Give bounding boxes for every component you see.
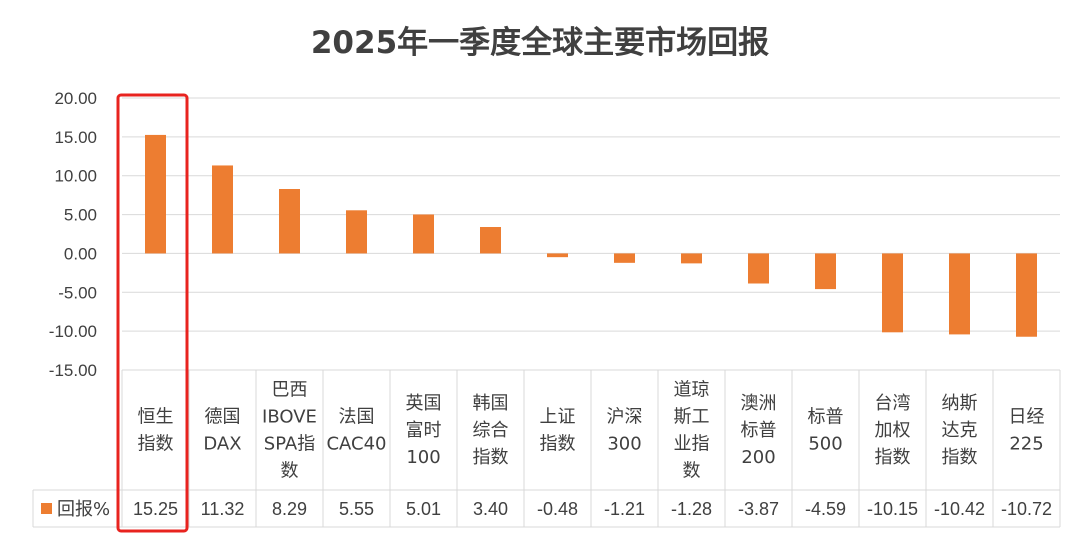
category-label: 标普 — [741, 420, 777, 441]
category-label: 澳洲 — [741, 393, 777, 414]
y-axis-ticks: 20.00 15.00 10.00 5.00 0.00 -5.00 -10.00 -15.00 — [49, 89, 97, 380]
category-label: 数 — [281, 461, 299, 482]
category-label: 300 — [607, 434, 641, 455]
bar — [614, 253, 635, 263]
y-tick-label: -10.00 — [49, 322, 97, 341]
category-label: DAX — [203, 434, 241, 455]
y-tick-label: 20.00 — [54, 89, 97, 108]
bar — [480, 227, 501, 254]
y-tick-label: -15.00 — [49, 361, 97, 380]
category-label: 500 — [808, 434, 842, 455]
bar — [815, 253, 836, 290]
grid-layer — [122, 97, 1060, 371]
category-label: CAC40 — [326, 434, 386, 455]
category-label: 恒生 — [138, 407, 174, 428]
value-label: -4.59 — [805, 499, 846, 519]
y-tick-label: 10.00 — [54, 167, 97, 186]
category-label: 加权 — [875, 420, 911, 441]
bar — [145, 134, 166, 254]
value-label: 5.55 — [339, 499, 374, 519]
y-tick-label: 0.00 — [64, 244, 97, 263]
category-label: 225 — [1009, 434, 1043, 455]
value-label: -3.87 — [738, 499, 779, 519]
category-label: 韩国 — [473, 393, 509, 414]
category-label: 指数 — [540, 434, 576, 455]
bar — [547, 253, 568, 258]
category-label: 达克 — [942, 420, 978, 441]
value-label: 3.40 — [473, 499, 508, 519]
category-label: 富时 — [406, 420, 442, 441]
category-label: 100 — [406, 447, 440, 468]
category-label: 业指 — [674, 434, 710, 455]
bar — [748, 253, 769, 284]
value-label: -0.48 — [537, 499, 578, 519]
value-label: -1.28 — [671, 499, 712, 519]
category-label: 数 — [683, 461, 701, 482]
chart-title: 2025年一季度全球主要市场回报 — [311, 25, 769, 61]
bar — [1016, 253, 1037, 337]
y-tick-label: 15.00 — [54, 128, 97, 147]
bar — [279, 189, 300, 254]
y-tick-label: 5.00 — [64, 206, 97, 225]
value-label: 8.29 — [272, 499, 307, 519]
category-label: 台湾 — [875, 393, 911, 414]
category-label: 法国 — [339, 407, 375, 428]
value-label: 15.25 — [133, 499, 178, 519]
category-label: 英国 — [406, 393, 442, 414]
category-label: SPA指 — [264, 434, 315, 455]
data-table — [32, 370, 1061, 528]
value-label: -10.15 — [867, 499, 918, 519]
legend-label: 回报% — [57, 499, 110, 520]
legend-swatch — [41, 503, 52, 514]
highlight-box — [116, 93, 189, 533]
category-label: 综合 — [473, 420, 509, 441]
category-label: 德国 — [205, 407, 241, 428]
category-label: 斯工 — [674, 407, 710, 428]
category-label: 日经 — [1009, 407, 1045, 428]
category-label: 指数 — [942, 447, 978, 468]
category-label: 指数 — [138, 434, 174, 455]
legend: 回报% — [41, 499, 110, 520]
category-label: 上证 — [540, 407, 576, 428]
category-label: 沪深 — [607, 407, 643, 428]
value-label: 11.32 — [201, 499, 245, 519]
value-label: -10.42 — [934, 499, 985, 519]
bar — [346, 210, 367, 254]
category-label: 200 — [741, 447, 775, 468]
category-label: IBOVE — [262, 407, 317, 428]
bar — [681, 253, 702, 264]
bar — [949, 253, 970, 335]
value-label: 5.01 — [406, 499, 441, 519]
value-label: -10.72 — [1001, 499, 1052, 519]
bar — [882, 253, 903, 333]
bar — [212, 165, 233, 254]
category-label: 指数 — [875, 447, 911, 468]
y-tick-label: -5.00 — [58, 283, 97, 302]
value-label: -1.21 — [604, 499, 645, 519]
value-labels: 15.25 11.32 8.29 5.55 5.01 3.40 -0.48 -1.21 -1.2… — [133, 499, 1052, 519]
category-label: 道琼 — [674, 380, 710, 401]
category-label: 标普 — [808, 407, 844, 428]
category-label: 纳斯 — [942, 393, 978, 414]
category-label: 指数 — [473, 447, 509, 468]
category-label: 巴西 — [272, 380, 308, 401]
bars-layer — [145, 134, 1037, 337]
bar — [413, 214, 434, 254]
